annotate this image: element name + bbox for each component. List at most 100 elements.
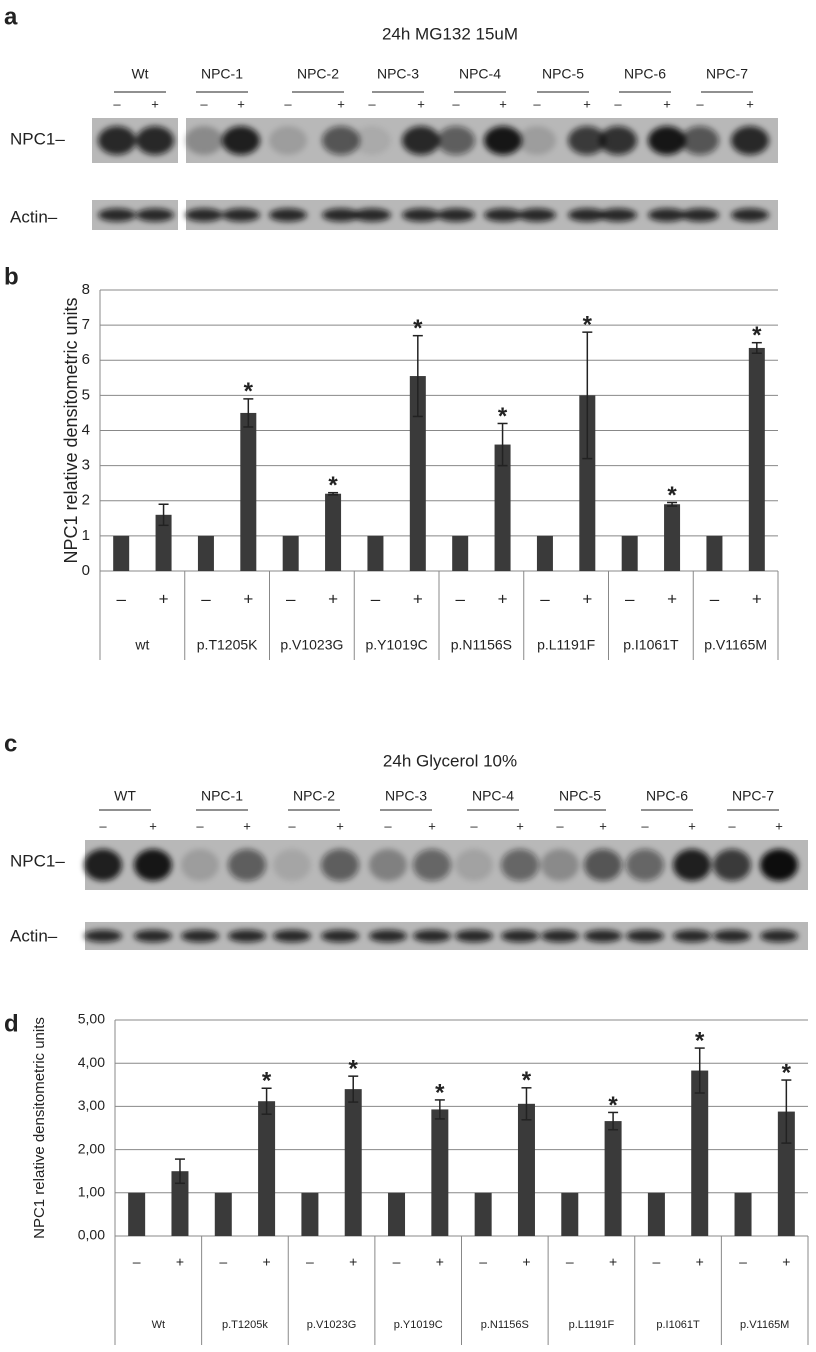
group-label: p.I1061T [656, 1319, 700, 1331]
band [760, 929, 798, 943]
bar [325, 493, 342, 571]
significance-mark: * [667, 482, 677, 509]
row-label: NPC1– [10, 851, 65, 870]
bar [113, 535, 130, 571]
row-label: NPC1– [10, 129, 65, 148]
x-tick-label: + [159, 589, 169, 608]
x-tick-label: – [116, 589, 126, 608]
bar [409, 376, 426, 571]
x-tick-label: – [201, 589, 211, 608]
significance-mark: * [583, 311, 593, 338]
x-tick-label: – [625, 589, 635, 608]
lane-group-label: NPC-3 [377, 66, 419, 82]
bands [98, 208, 769, 222]
error-bar [582, 331, 593, 460]
bar [748, 347, 765, 571]
significance-mark: * [608, 1092, 618, 1119]
band [269, 208, 307, 222]
lane-group-label: NPC-4 [472, 788, 514, 804]
x-tick-label: + [782, 1254, 790, 1270]
bands [84, 929, 798, 943]
band [501, 929, 539, 943]
band [681, 126, 719, 155]
lane-sign: + [417, 96, 425, 111]
y-tick-label: 1,00 [78, 1184, 105, 1200]
significance-mark: * [695, 1027, 705, 1054]
band [713, 849, 751, 881]
x-tick-label: – [479, 1254, 487, 1270]
significance-mark: * [522, 1067, 532, 1094]
bar [621, 535, 638, 571]
band [181, 929, 219, 943]
lane-sign: + [688, 818, 696, 833]
lane-sign: + [336, 818, 344, 833]
band [84, 929, 122, 943]
lane-sign: – [99, 818, 107, 833]
lane-group-label: WT [114, 788, 136, 804]
lane-group-label: NPC-5 [542, 66, 584, 82]
error-bar [434, 1099, 445, 1120]
band [136, 126, 174, 155]
band [84, 849, 122, 881]
x-tick-label: – [219, 1254, 227, 1270]
band [369, 849, 407, 881]
group-label: p.T1205k [222, 1319, 268, 1331]
band [413, 929, 451, 943]
significance-mark: * [244, 378, 254, 405]
bar [664, 504, 681, 571]
lane-sign: – [556, 818, 564, 833]
band [322, 208, 360, 222]
panel-label: c [4, 730, 17, 757]
significance-mark: * [782, 1059, 792, 1086]
bar [517, 1103, 535, 1236]
bar [691, 1070, 709, 1236]
band [322, 126, 360, 155]
bar [561, 1192, 579, 1236]
group-label: p.L1191F [537, 637, 595, 653]
y-tick-label: 0 [82, 562, 90, 579]
x-tick-label: + [263, 1254, 271, 1270]
error-bar [328, 491, 339, 496]
band [321, 849, 359, 881]
bands [84, 849, 798, 881]
x-tick-label: – [133, 1254, 141, 1270]
lane-sign: – [533, 96, 541, 111]
band [681, 208, 719, 222]
lane-group-label: NPC-6 [646, 788, 688, 804]
band [413, 849, 451, 881]
bar [258, 1101, 276, 1236]
bar [367, 535, 384, 571]
y-axis-label: NPC1 relative densitometric units [31, 1017, 48, 1239]
bar [197, 535, 214, 571]
lane-sign: – [284, 96, 292, 111]
lane-sign: + [499, 96, 507, 111]
y-tick-label: 3,00 [78, 1097, 105, 1113]
band [518, 208, 556, 222]
lane-sign: + [516, 818, 524, 833]
x-tick-label: – [710, 589, 720, 608]
group-label: p.N1156S [451, 637, 512, 653]
lane-group-label: Wt [131, 66, 148, 82]
bar [706, 535, 723, 571]
band [321, 929, 359, 943]
band [222, 208, 260, 222]
band [455, 929, 493, 943]
x-tick-label: + [413, 589, 423, 608]
band [369, 929, 407, 943]
band [673, 929, 711, 943]
lane-sign: – [113, 96, 121, 111]
bar [155, 514, 172, 571]
lane-sign: + [775, 818, 783, 833]
group-label: p.Y1019C [394, 1319, 443, 1331]
bar [344, 1089, 362, 1236]
bar [494, 444, 511, 571]
bar [128, 1192, 146, 1236]
band [269, 126, 307, 155]
y-tick-label: 0,00 [78, 1227, 105, 1243]
lane-sign: – [200, 96, 208, 111]
x-tick-label: – [393, 1254, 401, 1270]
x-tick-label: – [286, 589, 296, 608]
lane-sign: + [599, 818, 607, 833]
band [353, 126, 391, 155]
